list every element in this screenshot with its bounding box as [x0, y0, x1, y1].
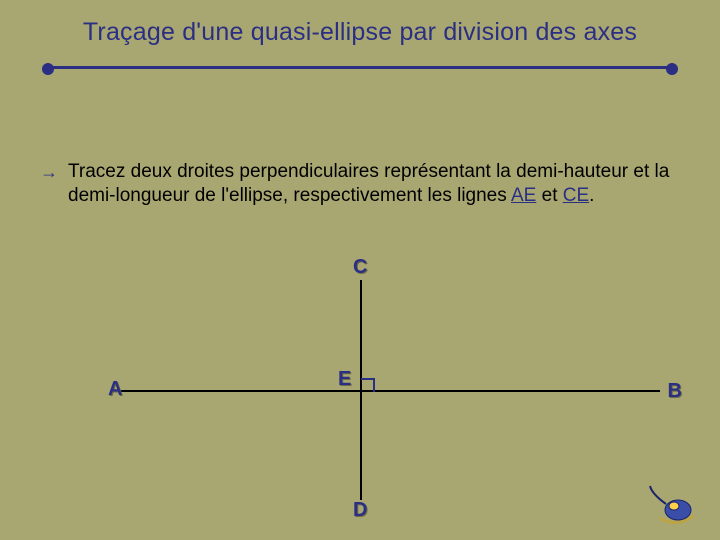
label-A: A: [108, 378, 122, 401]
instr-em1: AE: [511, 185, 536, 206]
mouse-icon: [646, 484, 698, 526]
axis-horizontal: [110, 390, 660, 392]
figure: A B C D E: [0, 240, 720, 520]
label-D: D: [353, 499, 367, 522]
label-E: E: [338, 368, 351, 391]
arrow-icon: →: [40, 162, 58, 183]
instr-after: .: [589, 185, 594, 206]
instr-em2: CE: [563, 185, 589, 206]
instruction-text: Tracez deux droites perpendiculaires rep…: [68, 160, 680, 208]
instr-mid: et: [536, 185, 562, 206]
title-text: Traçage d'une quasi-ellipse par division…: [83, 18, 637, 46]
title-underline: [48, 66, 672, 69]
label-C: C: [353, 256, 367, 279]
right-angle-mark: [361, 378, 375, 392]
page-title: Traçage d'une quasi-ellipse par division…: [0, 18, 720, 47]
label-B: B: [668, 380, 682, 403]
instruction-bullet: → Tracez deux droites perpendiculaires r…: [40, 160, 680, 208]
